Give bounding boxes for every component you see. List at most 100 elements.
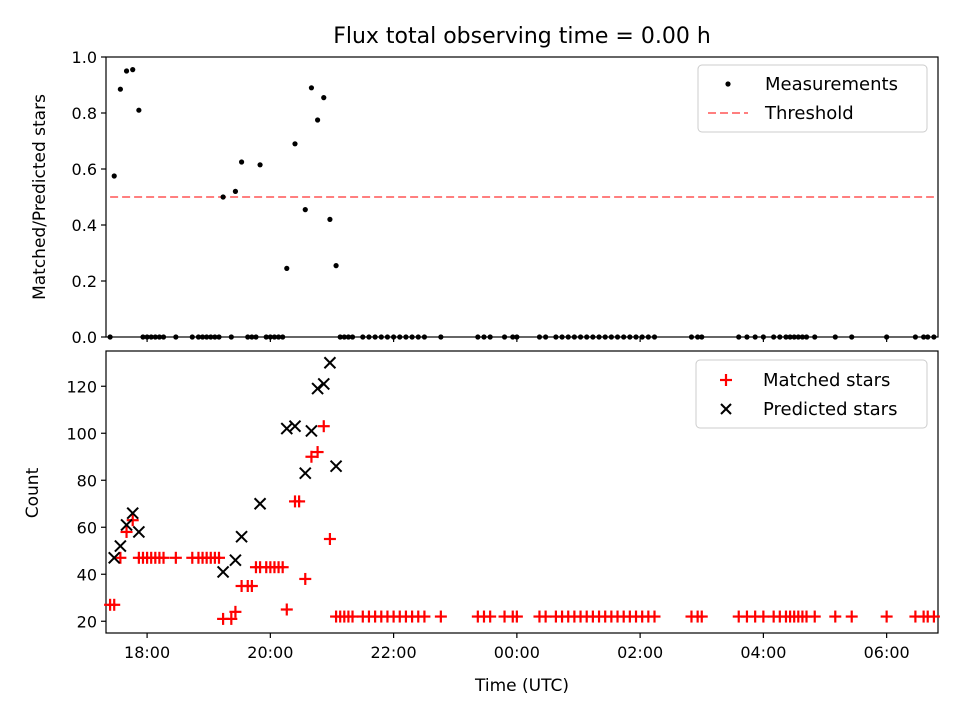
- measurement-point: [565, 334, 571, 340]
- measurement-point: [487, 334, 493, 340]
- y-tick-label: 1.0: [72, 48, 97, 67]
- measurement-point: [639, 334, 645, 340]
- measurement-point: [921, 334, 927, 340]
- x-tick-label: 02:00: [617, 643, 663, 662]
- bottom-y-axis-label: Count: [23, 467, 43, 518]
- measurement-point: [627, 334, 633, 340]
- measurement-point: [360, 334, 366, 340]
- x-tick-label: 00:00: [494, 643, 540, 662]
- matched-star-point: [225, 612, 238, 625]
- measurement-point: [204, 334, 210, 340]
- predicted-star-point: [216, 565, 230, 579]
- y-tick-label: 0.4: [72, 216, 97, 235]
- measurement-point: [799, 334, 806, 340]
- predicted-star-point: [317, 377, 330, 391]
- measurement-point: [403, 334, 409, 340]
- predicted-star-point: [235, 530, 248, 543]
- measurement-point: [415, 334, 421, 340]
- matched-star-point: [808, 610, 821, 623]
- measurement-point: [849, 334, 855, 340]
- measurement-point: [602, 334, 608, 340]
- measurement-point: [695, 334, 701, 340]
- measurement-point: [302, 207, 308, 213]
- measurement-point: [341, 334, 347, 340]
- matched-star-point: [126, 514, 139, 527]
- matched-star-point: [311, 446, 324, 459]
- measurement-point: [699, 334, 705, 340]
- y-tick-label: 80: [77, 471, 97, 490]
- measurement-point: [577, 334, 584, 340]
- top-marks: [107, 67, 937, 340]
- matched-star-point: [418, 610, 431, 623]
- measurement-point: [284, 265, 290, 271]
- measurement-point: [614, 334, 621, 340]
- legend-matched-label: Matched stars: [763, 370, 890, 391]
- predicted-star-point: [305, 424, 318, 438]
- measurement-point: [791, 334, 797, 340]
- measurement-point: [925, 334, 931, 340]
- matched-star-point: [305, 450, 318, 463]
- measurement-point: [803, 334, 810, 340]
- predicted-star-point: [229, 553, 242, 567]
- measurement-point: [228, 334, 234, 340]
- measurement-point: [372, 334, 378, 340]
- measurement-point: [481, 334, 487, 340]
- legend-predicted-marker: [720, 403, 732, 415]
- measurement-point: [220, 194, 226, 200]
- predicted-star-point: [120, 518, 133, 532]
- measurement-point: [378, 334, 384, 340]
- matched-star-point: [757, 610, 770, 623]
- panel-top-frame: [105, 56, 939, 338]
- measurement-point: [931, 334, 937, 340]
- matched-star-point: [648, 610, 661, 623]
- measurement-point: [130, 67, 136, 73]
- matched-star-point: [434, 610, 447, 623]
- measurement-point: [752, 334, 758, 340]
- y-tick-label: 20: [77, 612, 97, 631]
- measurement-point: [173, 334, 179, 340]
- y-tick-label: 0.8: [72, 104, 97, 123]
- bottom-x-axis-label: Time (UTC): [474, 676, 569, 696]
- measurement-point: [271, 334, 278, 340]
- measurement-point: [111, 173, 117, 179]
- legend-matched-marker: [720, 374, 732, 386]
- matched-star-point: [169, 551, 182, 564]
- measurement-point: [475, 334, 481, 340]
- matched-star-point: [323, 533, 336, 545]
- measurement-point: [536, 334, 543, 340]
- bottom-legend-box: [695, 359, 928, 429]
- measurement-point: [744, 334, 750, 340]
- matched-star-point: [539, 610, 552, 623]
- measurement-point: [212, 334, 218, 340]
- y-tick-label: 120: [66, 377, 97, 396]
- matched-star-point: [120, 525, 133, 538]
- predicted-star-point: [329, 459, 343, 473]
- matched-star-point: [276, 561, 289, 574]
- legend-measurements-marker: [725, 81, 731, 87]
- x-tick-label: 22:00: [371, 643, 417, 662]
- measurement-point: [832, 334, 838, 340]
- measurement-point: [195, 334, 202, 340]
- measurement-point: [275, 334, 282, 340]
- predicted-star-point: [323, 356, 337, 369]
- measurement-point: [337, 334, 343, 340]
- y-tick-label: 0.6: [72, 160, 97, 179]
- measurement-point: [148, 334, 154, 340]
- measurement-point: [409, 334, 415, 340]
- predicted-star-point: [132, 525, 146, 539]
- matched-star-point: [114, 551, 127, 564]
- matched-star-point: [845, 610, 858, 623]
- measurement-point: [633, 334, 639, 340]
- measurement-point: [812, 334, 818, 340]
- matched-star-point: [293, 495, 306, 508]
- predicted-star-point: [126, 506, 139, 520]
- measurement-point: [621, 334, 627, 340]
- top-y-ticks: 0.0 0.2 0.4 0.6 0.8 1.0: [72, 48, 106, 347]
- measurement-point: [438, 334, 444, 340]
- x-tick-label: 18:00: [124, 643, 170, 662]
- measurement-point: [345, 334, 352, 340]
- measurement-point: [189, 334, 195, 340]
- measurement-point: [249, 334, 255, 340]
- panel-bottom-frame: [105, 350, 939, 634]
